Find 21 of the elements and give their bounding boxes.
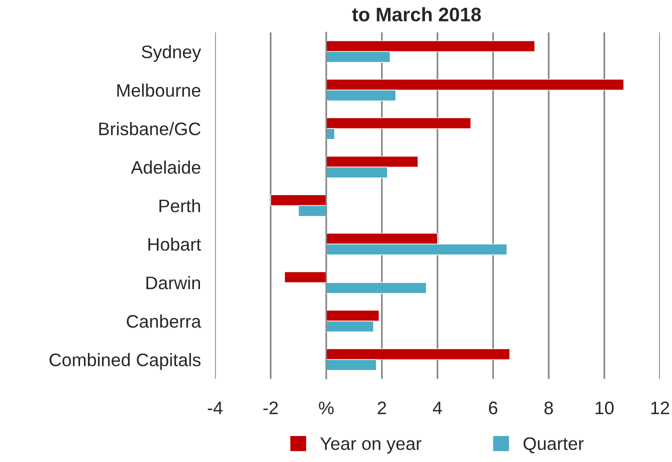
x-tick-label: -2 [263,402,278,414]
x-tick-label: % [318,402,334,414]
chart-title: to March 2018 [352,7,481,22]
y-tick-label: Canberra [126,314,202,328]
y-tick-label: Adelaide [130,160,200,174]
x-tick-label: 6 [488,402,498,414]
x-tick-label: 12 [651,402,670,414]
x-tick-label: 10 [596,402,614,414]
legend-label: Year on year [320,437,422,454]
y-tick-label: Darwin [146,276,200,290]
y-tick-label: Melbourne [117,84,200,97]
y-tick-label: Perth [159,199,200,212]
y-tick-label: Sydney [142,45,202,62]
x-tick-label: -4 [208,402,223,414]
x-tick-label: 8 [544,402,553,414]
y-tick-label: Combined Capitals [50,353,201,370]
y-tick-label: Hobart [148,238,202,251]
y-tick-label: Brisbane/GC [99,122,200,136]
legend-label: Quarter [524,437,584,454]
x-tick-label: 2 [378,402,386,414]
x-tick-label: 4 [432,402,442,414]
